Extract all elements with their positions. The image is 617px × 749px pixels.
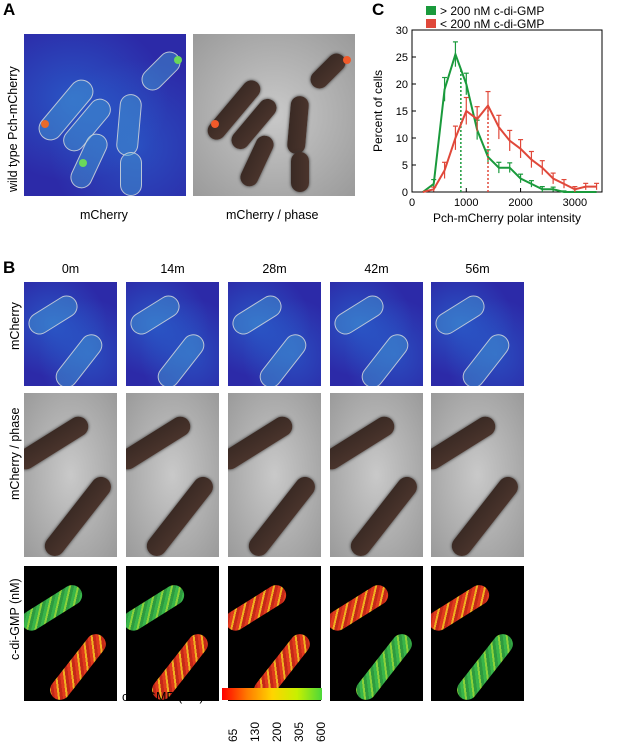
mcherry-timepoint-image: [330, 282, 423, 386]
panel-c-letter: C: [372, 0, 385, 19]
x-axis-label: Pch-mCherry polar intensity: [433, 211, 581, 225]
panel-a-caption-mcherry: mCherry: [80, 208, 128, 222]
panel-b-letter: B: [3, 258, 16, 277]
mcherry-timepoint-image: [431, 282, 524, 386]
cdigmp-timepoint-image: [431, 566, 524, 701]
cdigmp-timepoint-image: [330, 566, 423, 701]
y-tick-label: 5: [402, 160, 408, 172]
cdigmp-timepoint-image: [24, 566, 117, 701]
x-tick-label: 3000: [563, 197, 587, 209]
colorbar: [222, 688, 322, 700]
phase-timepoint-image: [126, 393, 219, 557]
panel-a-phase-image: [193, 34, 355, 196]
colorbar-label: c-di-GMP (nM): [122, 690, 204, 704]
phase-timepoint-image: [228, 393, 321, 557]
phase-timepoint-image: [330, 393, 423, 557]
panel-a-ylabel: wild type Pch-mCherry: [6, 66, 20, 192]
colorbar-tick-label: 65: [226, 728, 240, 742]
cdigmp-timepoint-image: [126, 566, 219, 701]
phase-timepoint-image: [24, 393, 117, 557]
legend-swatch: [426, 19, 436, 28]
legend-swatch: [426, 6, 436, 15]
legend-label: < 200 nM c-di-GMP: [440, 17, 544, 31]
cdigmp-timepoint-image: [228, 566, 321, 701]
mcherry-timepoint-image: [228, 282, 321, 386]
colorbar-tick-label: 305: [292, 721, 306, 742]
colorbar-tick-label: 600: [314, 721, 328, 742]
time-label: 14m: [160, 262, 185, 276]
mcherry-timepoint-image: [24, 282, 117, 386]
legend-label: > 200 nM c-di-GMP: [440, 4, 544, 18]
y-tick-label: 20: [396, 79, 408, 91]
y-axis-label: Percent of cells: [371, 70, 385, 152]
line-chart: 0 5 10 15 20 25 30 0 1000 2000 3000 Pch-mCherry pol…: [371, 4, 603, 225]
phase-timepoint-image: [431, 393, 524, 557]
row-label-phase: mCherry / phase: [8, 407, 22, 500]
time-label: 0m: [61, 262, 80, 276]
panel-a-letter: A: [3, 0, 16, 19]
row-label-mcherry: mCherry: [8, 302, 22, 350]
y-tick-label: 10: [396, 133, 408, 145]
time-label: 42m: [364, 262, 389, 276]
colorbar-tick-label: 200: [270, 721, 284, 742]
y-tick-label: 30: [396, 25, 408, 37]
y-tick-label: 0: [402, 187, 408, 199]
panel-a-mcherry-image: [24, 34, 186, 196]
time-label: 28m: [262, 262, 287, 276]
x-tick-label: 0: [409, 197, 415, 209]
colorbar-tick-label: 130: [248, 721, 262, 742]
panel-a-caption-phase: mCherry / phase: [226, 208, 319, 222]
y-tick-label: 15: [396, 106, 408, 118]
time-label: 56m: [465, 262, 490, 276]
row-label-cdigmp: c-di-GMP (nM): [8, 578, 22, 660]
y-tick-label: 25: [396, 52, 408, 64]
x-tick-label: 2000: [508, 197, 532, 209]
mcherry-timepoint-image: [126, 282, 219, 386]
x-tick-label: 1000: [454, 197, 478, 209]
